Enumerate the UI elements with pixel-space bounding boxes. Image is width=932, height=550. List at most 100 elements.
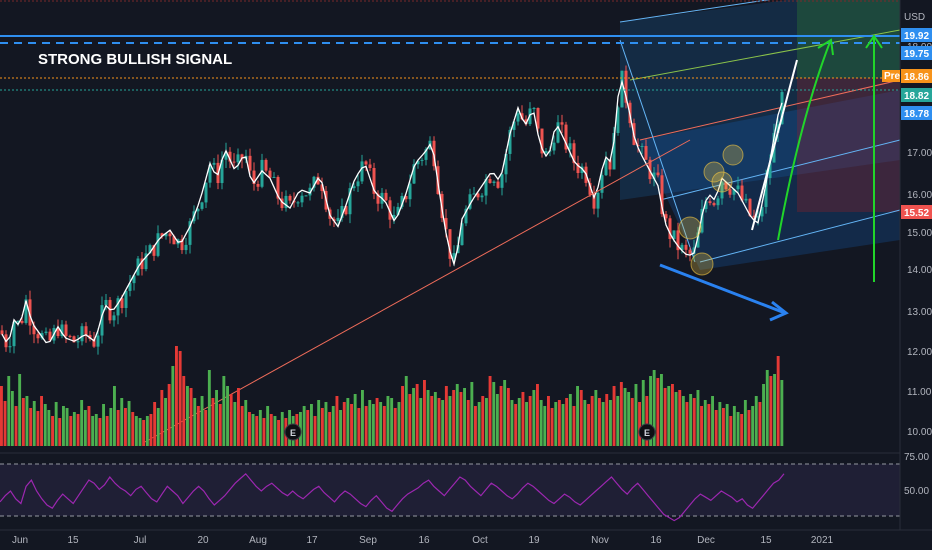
- volume-bar: [543, 406, 547, 446]
- volume-bar: [503, 380, 507, 446]
- candle-body: [732, 189, 736, 195]
- time-tick-label: 2021: [811, 535, 834, 546]
- volume-bar: [207, 370, 211, 446]
- volume-bar: [554, 402, 558, 446]
- volume-bar: [404, 376, 408, 446]
- volume-bar: [91, 416, 95, 446]
- candle-body: [320, 184, 324, 192]
- volume-bars: [0, 346, 784, 446]
- volume-bar: [711, 396, 714, 446]
- volume-bar: [364, 406, 368, 446]
- volume-bar: [386, 396, 390, 446]
- candle-body: [28, 299, 32, 326]
- candle-body: [760, 206, 764, 217]
- candle-body: [484, 179, 488, 196]
- candle-body: [96, 335, 100, 347]
- volume-bar: [204, 410, 208, 446]
- volume-bar: [237, 388, 240, 446]
- volume-bar: [707, 404, 711, 446]
- candle-body: [64, 324, 68, 336]
- volume-bar: [69, 416, 73, 446]
- candle-body: [700, 208, 704, 233]
- volume-bar: [485, 398, 488, 446]
- time-tick-label: 19: [528, 535, 540, 546]
- time-tick-label: Jun: [12, 535, 28, 546]
- pitchfork-handle: [619, 39, 696, 263]
- volume-bar: [280, 412, 284, 446]
- candle-body: [240, 154, 244, 160]
- volume-bar: [189, 388, 193, 446]
- candle-body: [588, 182, 592, 195]
- pitchfork-upper-zone: [620, 0, 900, 200]
- volume-bar: [18, 374, 22, 446]
- candle-body: [448, 229, 452, 259]
- volume-bar: [572, 406, 576, 446]
- candle-body: [200, 202, 204, 209]
- volume-bar: [547, 396, 550, 446]
- earnings-marker[interactable]: E: [284, 423, 302, 441]
- candle-body: [356, 181, 360, 187]
- candle-body: [316, 176, 320, 185]
- candle-body: [12, 321, 16, 347]
- volume-bar: [324, 402, 328, 446]
- volume-bar: [226, 386, 229, 446]
- pitchfork-tool[interactable]: [619, 0, 901, 270]
- pattern-circle: [711, 171, 733, 193]
- price-axis[interactable]: USD 18.0017.0016.0015.0014.0013.0012.001…: [882, 0, 932, 550]
- candle-body: [364, 161, 368, 165]
- candle-body: [764, 177, 768, 207]
- volume-bar: [120, 398, 124, 446]
- volume-bar: [255, 416, 259, 446]
- rsi-pane[interactable]: [0, 452, 932, 522]
- candle-body: [492, 181, 496, 183]
- candle-body: [604, 159, 608, 176]
- green-arrow-1[interactable]: [777, 38, 834, 241]
- candle-body: [460, 223, 464, 246]
- candle-body: [8, 346, 12, 348]
- volume-bar: [525, 402, 528, 446]
- volume-bar: [262, 418, 266, 446]
- volume-bar: [273, 416, 277, 446]
- volume-bar: [211, 398, 215, 446]
- candle-body: [512, 121, 516, 130]
- candle-body: [68, 335, 72, 337]
- time-tick-label: 20: [197, 535, 209, 546]
- candle-body: [756, 216, 760, 218]
- blue-arrow[interactable]: [659, 263, 789, 322]
- volume-bar: [222, 376, 226, 446]
- volume-bar: [346, 398, 350, 446]
- volume-bar: [452, 390, 456, 446]
- candle-body: [560, 122, 564, 125]
- earnings-marker[interactable]: E: [638, 423, 656, 441]
- candle-body: [540, 128, 544, 154]
- candle-body: [708, 201, 712, 204]
- candle-body: [232, 161, 236, 163]
- ascending-trendline[interactable]: [144, 139, 691, 443]
- pattern-circle: [722, 144, 744, 166]
- volume-bar: [765, 370, 769, 446]
- time-tick-label: 16: [418, 535, 430, 546]
- green-arrow-2[interactable]: [865, 34, 883, 282]
- price-badge-label: 18.78: [904, 109, 929, 120]
- breakout-line[interactable]: [751, 59, 798, 231]
- volume-bar: [718, 402, 722, 446]
- candle-body: [424, 149, 428, 160]
- volume-bar: [401, 386, 404, 446]
- volume-bar: [590, 396, 594, 446]
- candle-body: [172, 236, 176, 245]
- volume-bar: [747, 410, 751, 446]
- time-tick-label: 15: [760, 535, 772, 546]
- volume-bar: [258, 410, 262, 446]
- volume-bar: [598, 398, 601, 446]
- volume-bar: [736, 412, 740, 446]
- volume-bar: [649, 376, 652, 446]
- candlestick-series: [0, 65, 784, 355]
- candle-body: [280, 198, 284, 208]
- candle-body: [556, 122, 560, 143]
- time-axis[interactable]: Jun 15 Jul 20 Aug 17 Sep 16 Oct 19 Nov 16 Dec 15 2021: [0, 529, 932, 546]
- svg-text:E: E: [644, 428, 650, 438]
- candle-body: [308, 187, 312, 196]
- candle-body: [684, 244, 688, 250]
- candle-body: [120, 298, 124, 308]
